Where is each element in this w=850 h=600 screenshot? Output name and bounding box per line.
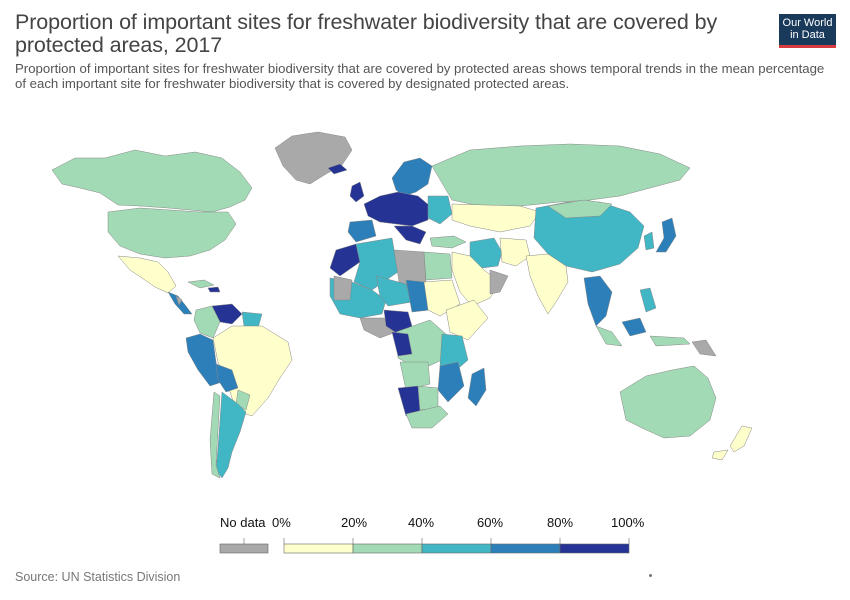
legend-swatch-80-100 xyxy=(559,543,630,554)
region-egypt xyxy=(423,251,453,281)
region-australia xyxy=(619,365,717,439)
region-south-africa xyxy=(405,405,449,429)
region-paraguay xyxy=(235,389,251,411)
region-indonesia-1 xyxy=(595,325,623,347)
region-japan xyxy=(655,217,677,253)
owid-logo[interactable]: Our World in Data xyxy=(779,14,836,48)
region-east-africa xyxy=(439,333,469,375)
logo-line-1: Our World xyxy=(782,17,833,29)
region-caribbean xyxy=(187,279,215,289)
legend-swatch-0-20 xyxy=(283,543,354,554)
region-mozambique xyxy=(437,361,465,403)
source-note[interactable]: Source: UN Statistics Division xyxy=(15,570,181,584)
region-argentina xyxy=(215,391,247,479)
region-mongolia xyxy=(547,199,613,219)
region-europe-core xyxy=(363,191,431,227)
region-indonesia-3 xyxy=(649,335,691,347)
legend-tick-40: 40% xyxy=(408,515,435,530)
region-uk xyxy=(349,181,365,203)
region-mexico xyxy=(117,255,177,294)
region-bolivia xyxy=(215,363,239,393)
region-png xyxy=(691,339,717,357)
legend-swatch-40-60 xyxy=(421,543,492,554)
chart-subtitle: Proportion of important sites for freshw… xyxy=(15,61,825,91)
region-botswana xyxy=(417,385,439,411)
region-eastern-europe xyxy=(427,195,453,225)
legend-tick-80: 80% xyxy=(547,515,574,530)
region-usa xyxy=(107,207,237,259)
legend-tick-0: 0% xyxy=(272,515,291,530)
region-nz-2 xyxy=(711,449,729,461)
region-niger xyxy=(375,275,413,307)
region-iceland xyxy=(327,163,348,175)
region-afpak xyxy=(499,237,531,267)
region-angola xyxy=(399,361,431,391)
legend-no-data-label: No data xyxy=(220,515,266,530)
region-mauritania xyxy=(333,275,353,301)
region-italy-balkans xyxy=(393,225,427,245)
region-arabia xyxy=(451,251,501,307)
legend-tick-100: 100% xyxy=(611,515,645,530)
region-korea xyxy=(643,231,655,251)
region-caribbean-2 xyxy=(207,286,221,293)
region-india xyxy=(525,253,569,315)
region-central-america-2 xyxy=(175,295,183,306)
legend-swatch-no-data xyxy=(219,543,269,554)
region-russia xyxy=(431,143,691,207)
region-morocco xyxy=(329,243,361,277)
legend-tick-60: 60% xyxy=(477,515,504,530)
world-map[interactable] xyxy=(0,95,850,495)
region-philippines xyxy=(639,287,657,313)
region-oman xyxy=(489,269,509,295)
region-chile xyxy=(209,391,221,479)
dot-marker xyxy=(649,574,652,577)
chart-title: Proportion of important sites for freshw… xyxy=(15,10,718,57)
region-se-asia xyxy=(583,275,613,327)
region-canada-alaska xyxy=(51,149,253,213)
region-nz xyxy=(729,425,753,453)
region-congo xyxy=(391,331,413,357)
legend-color-scale xyxy=(219,538,630,554)
legend-swatch-20-40 xyxy=(352,543,423,554)
legend-swatch-60-80 xyxy=(490,543,561,554)
logo-line-2: in Data xyxy=(790,29,825,41)
region-turkey xyxy=(429,235,467,249)
region-central-asia xyxy=(451,203,541,233)
region-greenland xyxy=(274,131,353,185)
region-guianas xyxy=(241,311,263,329)
region-ethiopia xyxy=(445,299,489,341)
region-iberia xyxy=(347,219,377,243)
legend-tick-20: 20% xyxy=(341,515,368,530)
region-madagascar xyxy=(467,367,487,407)
region-indonesia-2 xyxy=(621,317,647,337)
region-scandinavia xyxy=(391,157,433,197)
